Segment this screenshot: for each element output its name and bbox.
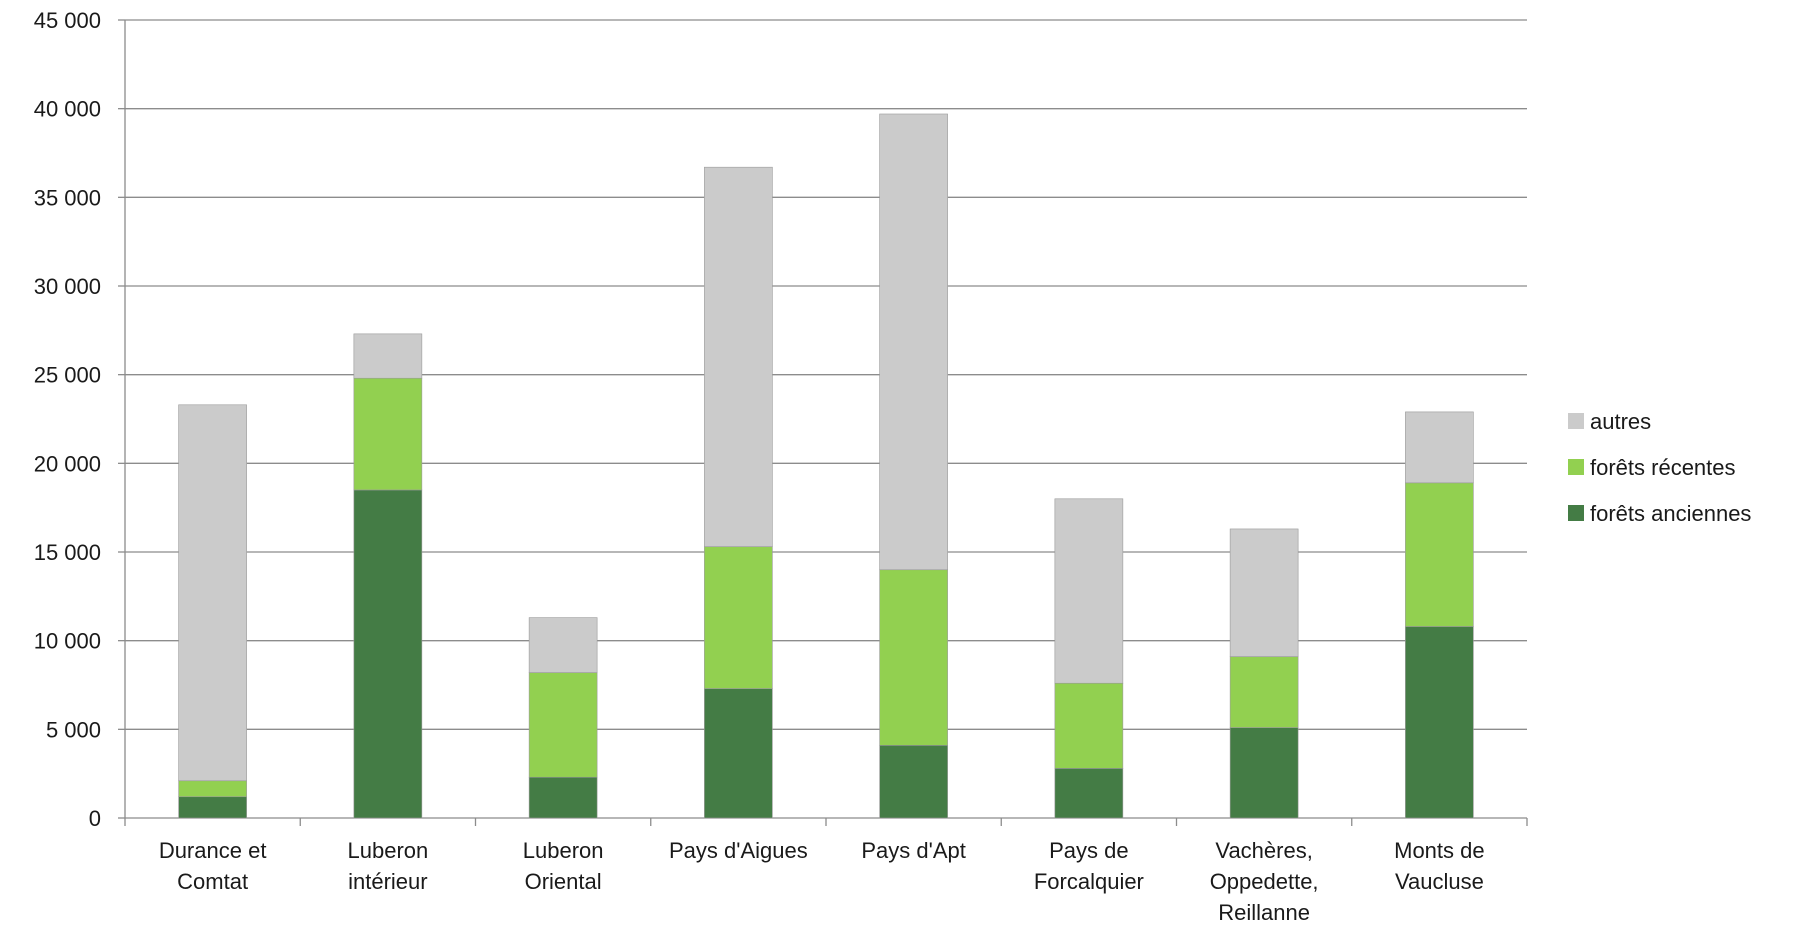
bar-segment <box>1229 528 1299 657</box>
axes: 0 5 000 10 000 15 000 20 000 25 000 30 000 35 0… <box>34 8 1528 831</box>
legend-swatch <box>1568 505 1584 521</box>
bar-segment <box>353 333 423 379</box>
category-labels: Durance et Comtat Luberon intérieur Luberon O… <box>159 838 1485 925</box>
x-category-label: Pays d'Aigues <box>669 838 808 863</box>
x-category-label: Durance et Comtat <box>159 838 267 894</box>
bar-segment <box>1229 727 1299 819</box>
y-tick-label: 30 000 <box>34 274 101 299</box>
bar-segment <box>704 166 773 547</box>
legend-swatch <box>1568 413 1584 429</box>
legend: autres forêts récentes forêts anciennes <box>1568 409 1751 526</box>
x-category-label: Vachères, Oppedette, Reillanne <box>1210 838 1319 925</box>
bar-segment <box>528 776 598 819</box>
bar-segment <box>1054 682 1124 769</box>
x-category-label: Luberon intérieur <box>348 838 429 894</box>
bar-segment <box>528 617 598 673</box>
legend-label: autres <box>1590 409 1651 434</box>
y-tick-label: 45 000 <box>34 8 101 33</box>
legend-label: forêts anciennes <box>1590 501 1751 526</box>
bar-segment <box>1229 656 1299 728</box>
legend-swatch <box>1568 459 1584 475</box>
bar-segment <box>1405 411 1474 484</box>
y-tick-label: 0 <box>89 806 101 831</box>
y-tick-label: 5 000 <box>46 717 101 742</box>
y-tick-label: 20 000 <box>34 451 101 476</box>
x-category-label: Pays d'Apt <box>861 838 965 863</box>
bar-segment <box>879 113 948 571</box>
bar-segment <box>704 546 773 689</box>
bar-segment <box>528 672 598 778</box>
bar-segment <box>1405 626 1474 819</box>
bars <box>178 113 1474 819</box>
bar-segment <box>178 404 247 782</box>
bar-segment <box>704 688 773 819</box>
bar-segment <box>178 780 247 798</box>
x-category-label: Monts de Vaucluse <box>1394 838 1485 894</box>
y-tick-label: 15 000 <box>34 540 101 565</box>
bar-segment <box>353 377 423 491</box>
bar-segment <box>1054 768 1124 819</box>
x-category-label: Luberon Oriental <box>523 838 604 894</box>
bar-segment <box>879 569 948 746</box>
bar-segment <box>353 489 423 819</box>
gridlines <box>125 19 1527 730</box>
y-tick-label: 35 000 <box>34 185 101 210</box>
y-tick-label: 40 000 <box>34 97 101 122</box>
y-tick-label: 25 000 <box>34 363 101 388</box>
bar-segment <box>1054 498 1124 684</box>
legend-label: forêts récentes <box>1590 455 1736 480</box>
bar-segment <box>178 796 247 819</box>
y-tick-label: 10 000 <box>34 629 101 654</box>
bar-segment <box>879 744 948 819</box>
x-category-label: Pays de Forcalquier <box>1034 838 1144 894</box>
bar-segment <box>1405 482 1474 627</box>
